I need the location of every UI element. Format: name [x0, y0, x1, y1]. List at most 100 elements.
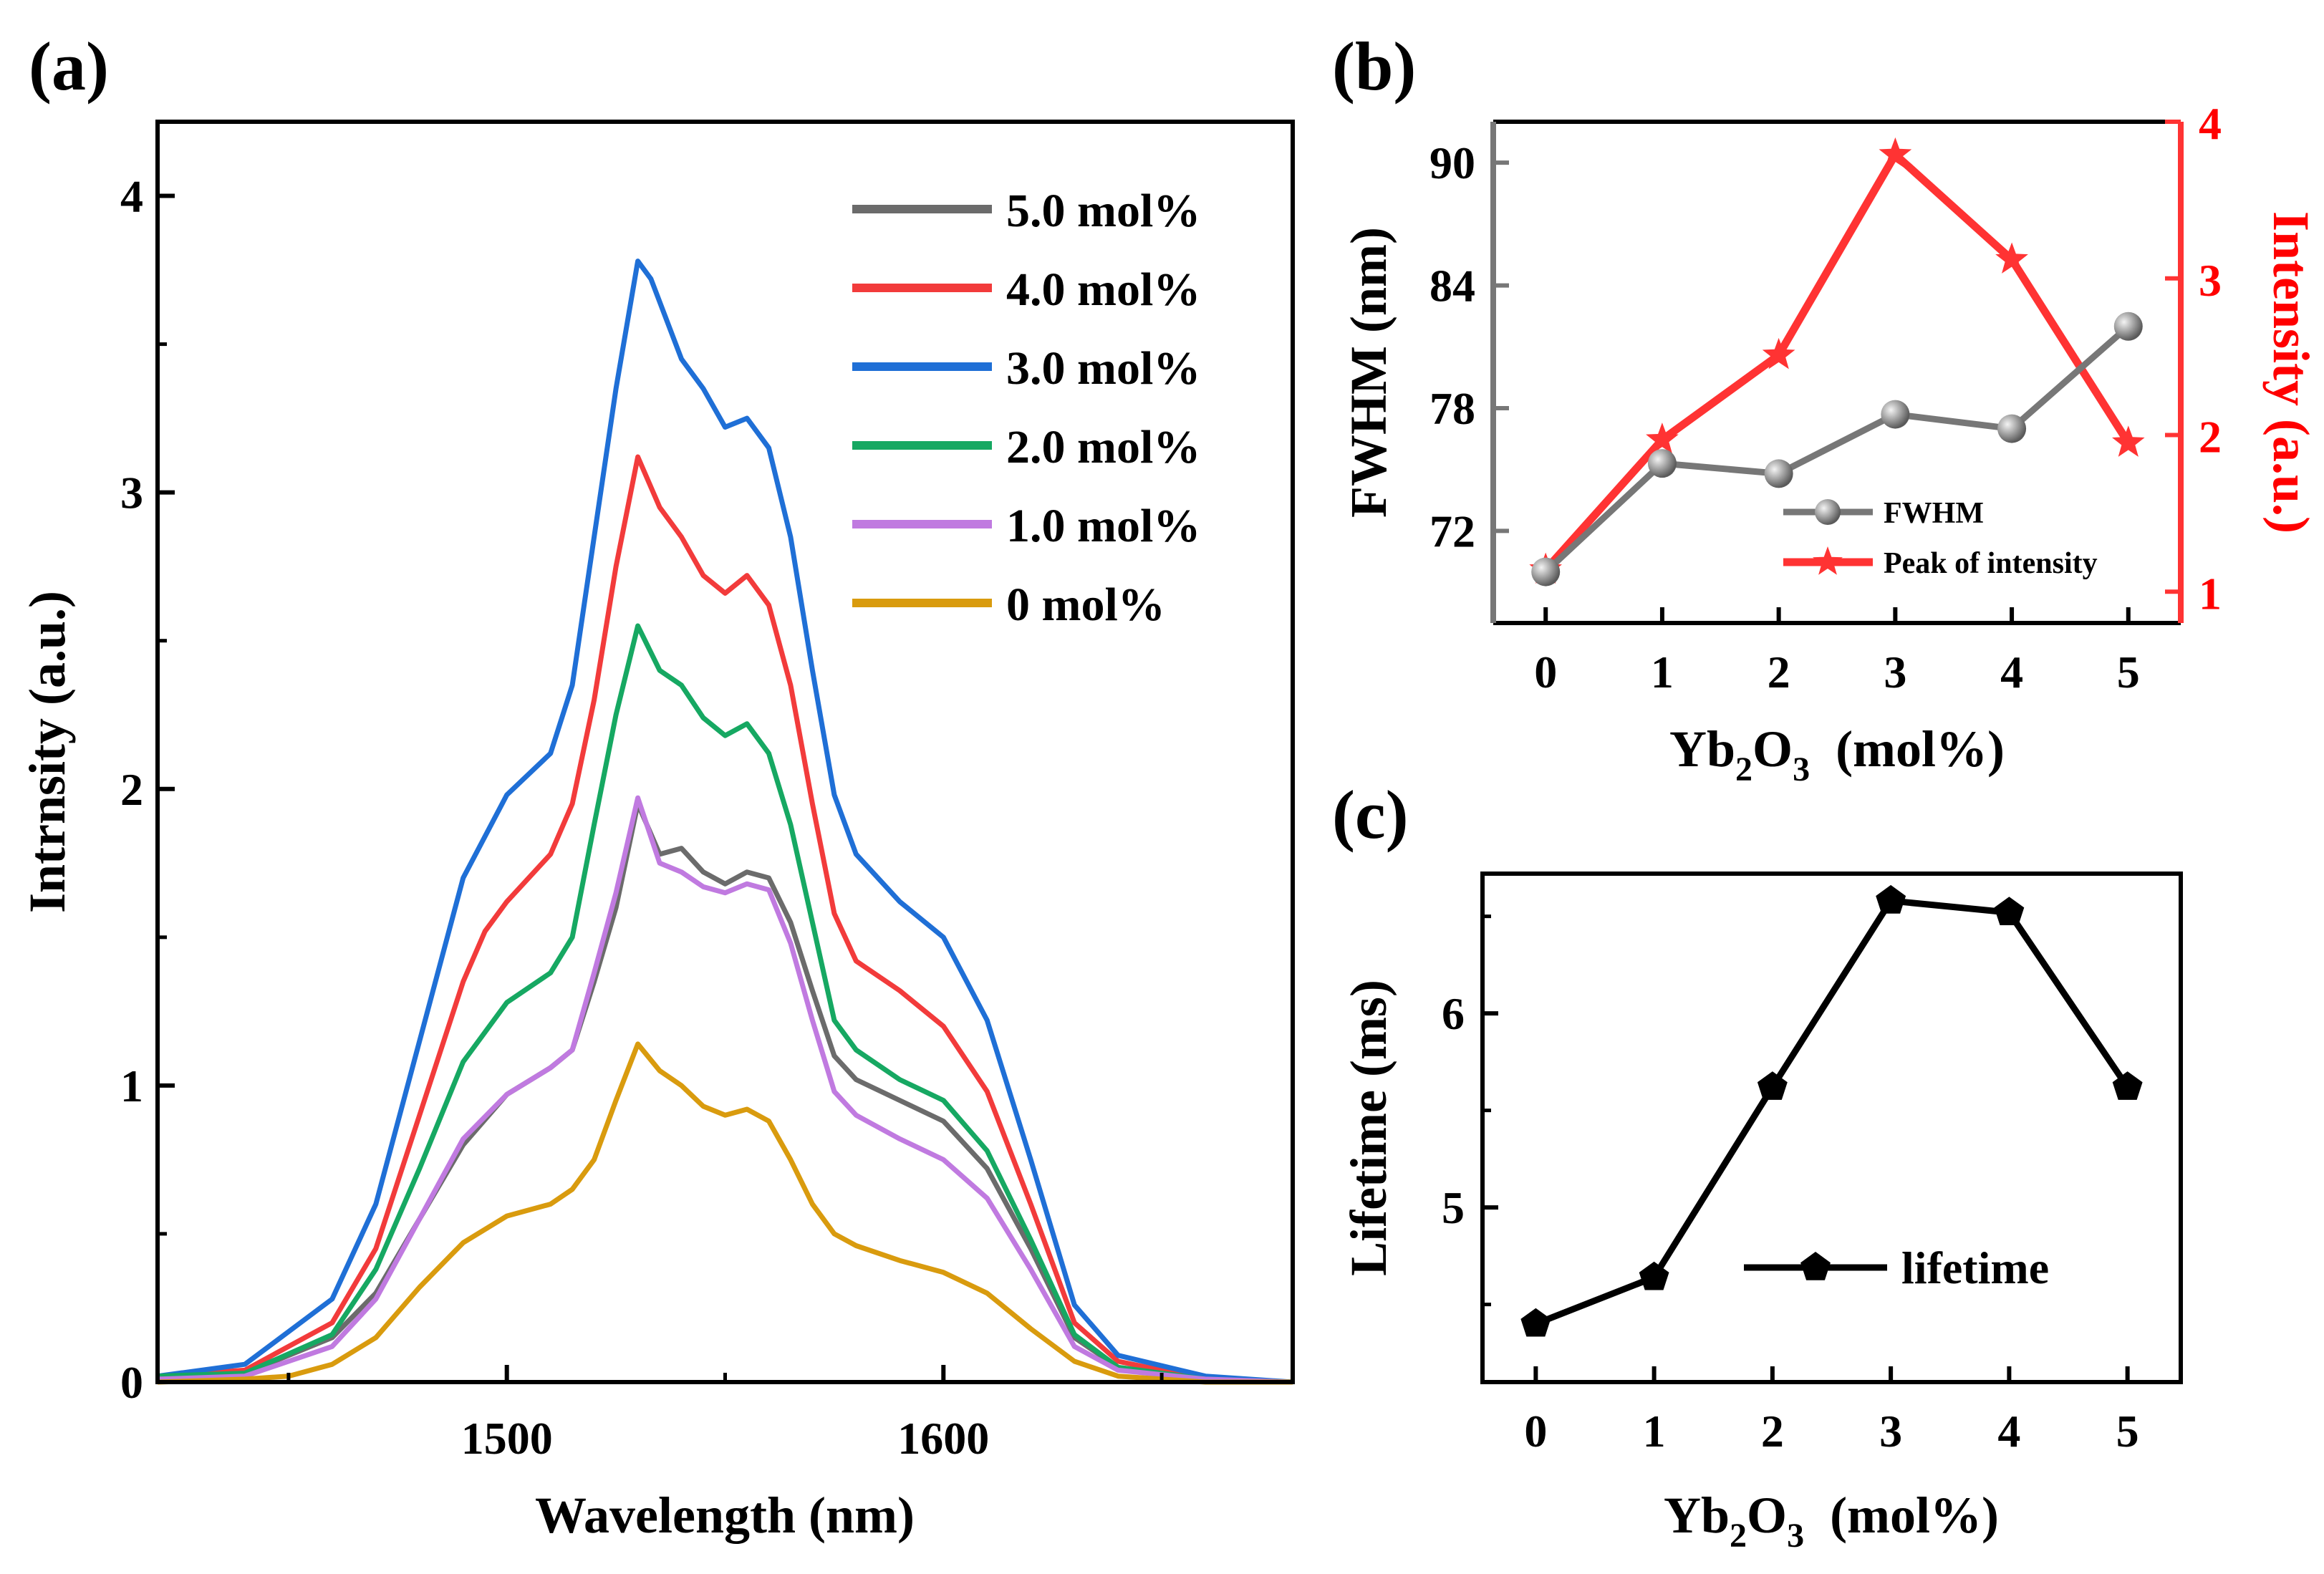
panel-c-label: (c) — [1332, 776, 1409, 853]
b-ytick-78: 78 — [1429, 383, 1475, 434]
b-xlabel-sub1: 2 — [1735, 750, 1752, 788]
panel-b-label: (b) — [1332, 28, 1416, 105]
b-xtick-5: 5 — [2117, 647, 2140, 697]
c-ytick-6: 6 — [1442, 988, 1465, 1039]
c-xlabel-sub1: 2 — [1730, 1517, 1747, 1555]
b-xtick-4: 4 — [2000, 647, 2023, 697]
b-ytick-72: 72 — [1429, 506, 1475, 556]
c-xlabel-yb: Yb — [1664, 1487, 1730, 1544]
a-xtick-1500: 1500 — [461, 1413, 553, 1464]
b-xlabel-yb: Yb — [1669, 720, 1735, 778]
legend-label-5: 0 mol% — [1006, 579, 1165, 631]
intensity-line — [1543, 150, 2132, 573]
legend-lifetime-marker — [1800, 1252, 1831, 1280]
fwhm-marker-4 — [1997, 414, 2027, 443]
c-xlabel: Yb2O3 (mol%) — [1664, 1487, 1999, 1555]
fwhm-marker-3 — [1881, 400, 1910, 429]
c-xlabel-o: O — [1747, 1487, 1787, 1544]
legend-fwhm-label: FWHM — [1884, 497, 1984, 530]
legend-label-1: 4.0 mol% — [1006, 264, 1200, 316]
a-ylabel: Intrnsity (a.u.) — [19, 591, 76, 913]
panel-b-ticks — [1493, 120, 2181, 623]
b-rtick-4: 4 — [2199, 98, 2222, 149]
a-ytick-1: 1 — [120, 1061, 143, 1111]
a-xtick-1600: 1600 — [897, 1413, 989, 1464]
panel-c-frame — [1480, 872, 2183, 1384]
a-ytick-3: 3 — [120, 468, 143, 518]
b-rtick-2: 2 — [2199, 412, 2222, 463]
legend-label-0: 5.0 mol% — [1006, 185, 1200, 237]
panel-c-ticks — [1482, 914, 2130, 1382]
intensity-star-1 — [1646, 423, 1679, 454]
intensity-star-5 — [2112, 425, 2145, 457]
b-ylabel-left: FWHM (nm) — [1340, 227, 1397, 518]
lifetime-line — [1534, 897, 2131, 1327]
b-xlabel-o: O — [1752, 720, 1793, 778]
legend-fwhm-marker — [1815, 499, 1841, 525]
b-rtick-1: 1 — [2199, 568, 2222, 619]
lifetime-marker-0 — [1520, 1308, 1551, 1337]
series-line-4-0-mol- — [157, 454, 1293, 1385]
fwhm-marker-1 — [1647, 449, 1677, 478]
lifetime-marker-5 — [2112, 1071, 2143, 1100]
b-xtick-3: 3 — [1884, 647, 1906, 697]
panel-a-legend: 5.0 mol% 4.0 mol% 3.0 mol% 2.0 mol% 1.0 mol%… — [852, 185, 1200, 631]
a-xlabel: Wavelength (nm) — [535, 1487, 915, 1544]
a-ytick-0: 0 — [120, 1357, 143, 1408]
fwhm-marker-2 — [1764, 459, 1793, 488]
intensity-star-4 — [1995, 242, 2028, 274]
lifetime-marker-2 — [1757, 1071, 1788, 1100]
c-ytick-5: 5 — [1442, 1182, 1465, 1233]
legend-label-2: 3.0 mol% — [1006, 342, 1200, 395]
series-line-3-0-mol- — [157, 259, 1293, 1385]
b-xlabel-unit: (mol%) — [1836, 720, 2005, 778]
panel-c: (c) 0 1 2 3 4 5 5 6 Yb2O3 (mol%) Lifetime… — [1332, 776, 2183, 1555]
legend-intensity-label: Peak of intensity — [1884, 547, 2098, 580]
lifetime-marker-1 — [1639, 1261, 1669, 1290]
b-rtick-3: 3 — [2199, 255, 2222, 306]
series-line-2-0-mol- — [157, 623, 1293, 1385]
c-xlabel-unit: (mol%) — [1830, 1487, 1999, 1544]
panel-a-label: (a) — [29, 28, 109, 105]
panel-c-legend: lifetime — [1744, 1242, 2049, 1293]
b-xlabel: Yb2O3 (mol%) — [1669, 720, 2005, 788]
c-xtick-2: 2 — [1761, 1406, 1784, 1457]
c-xtick-0: 0 — [1524, 1406, 1547, 1457]
b-ytick-84: 84 — [1429, 261, 1475, 312]
c-xtick-5: 5 — [2116, 1406, 2139, 1457]
b-ytick-90: 90 — [1429, 137, 1475, 188]
lifetime-marker-4 — [1994, 897, 2025, 925]
c-xtick-1: 1 — [1643, 1406, 1666, 1457]
intensity-star-2 — [1762, 337, 1795, 370]
c-ylabel: Lifetime (ms) — [1340, 980, 1397, 1276]
a-ytick-4: 4 — [120, 171, 143, 222]
b-ylabel-right: Intensity (a.u.) — [2262, 211, 2320, 533]
panel-a: (a) 1500 1600 0 1 2 3 4 Wavelength (nm) … — [19, 28, 1295, 1544]
series-line-0-mol- — [157, 1041, 1293, 1385]
c-xtick-3: 3 — [1879, 1406, 1902, 1457]
lifetime-marker-3 — [1876, 884, 1906, 914]
intensity-star-3 — [1879, 137, 1912, 169]
panel-b-series-group — [1529, 137, 2145, 586]
b-xtick-0: 0 — [1534, 647, 1557, 697]
legend-label-3: 2.0 mol% — [1006, 421, 1200, 473]
fwhm-line — [1543, 324, 2131, 574]
c-xlabel-sub2: 3 — [1787, 1517, 1804, 1555]
fwhm-marker-5 — [2113, 312, 2143, 341]
legend-label-4: 1.0 mol% — [1006, 500, 1200, 552]
panel-b-legend: FWHM Peak of intensity — [1783, 497, 2098, 580]
legend-intensity-marker — [1813, 546, 1843, 575]
b-xlabel-sub2: 3 — [1793, 750, 1810, 788]
a-ytick-2: 2 — [120, 764, 143, 815]
panel-c-series-group — [1520, 884, 2143, 1337]
panel-a-ticks — [158, 193, 1164, 1384]
c-xtick-4: 4 — [1997, 1406, 2020, 1457]
b-xtick-2: 2 — [1768, 647, 1790, 697]
legend-lifetime-label: lifetime — [1901, 1242, 2049, 1293]
b-xtick-1: 1 — [1651, 647, 1674, 697]
series-line-1-0-mol- — [157, 795, 1293, 1385]
panel-b: (b) 0 1 2 3 4 5 72 78 84 90 1 2 3 4 Yb2O… — [1332, 28, 2320, 788]
panel-a-series-group — [157, 259, 1293, 1385]
fwhm-marker-0 — [1531, 557, 1561, 586]
